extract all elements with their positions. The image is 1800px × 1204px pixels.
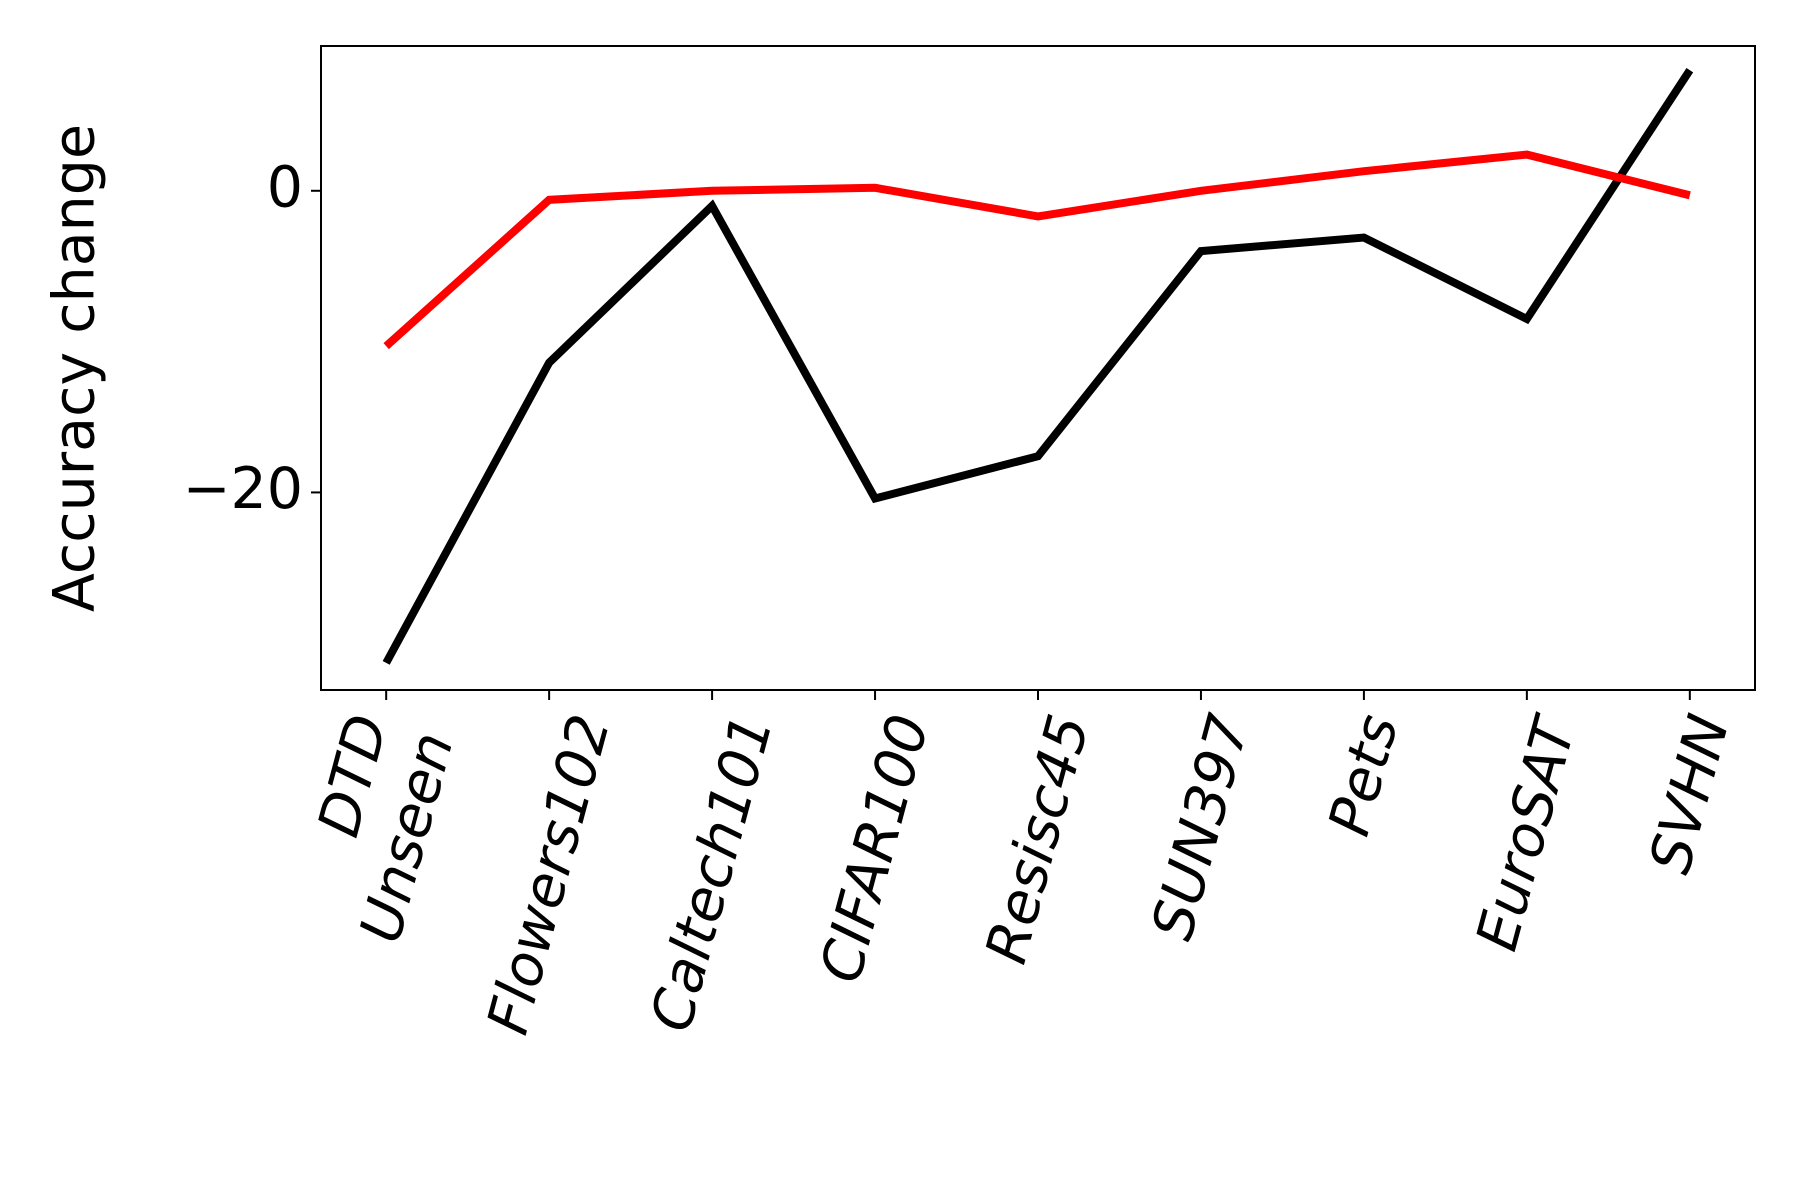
data-line: [383, 150, 1691, 350]
y-tick-label: 0: [267, 154, 303, 220]
y-tick-label: −20: [183, 456, 303, 522]
plot-frame: [320, 45, 1756, 691]
y-axis-label: Accuracy change: [42, 124, 108, 612]
data-line: [382, 67, 1694, 665]
